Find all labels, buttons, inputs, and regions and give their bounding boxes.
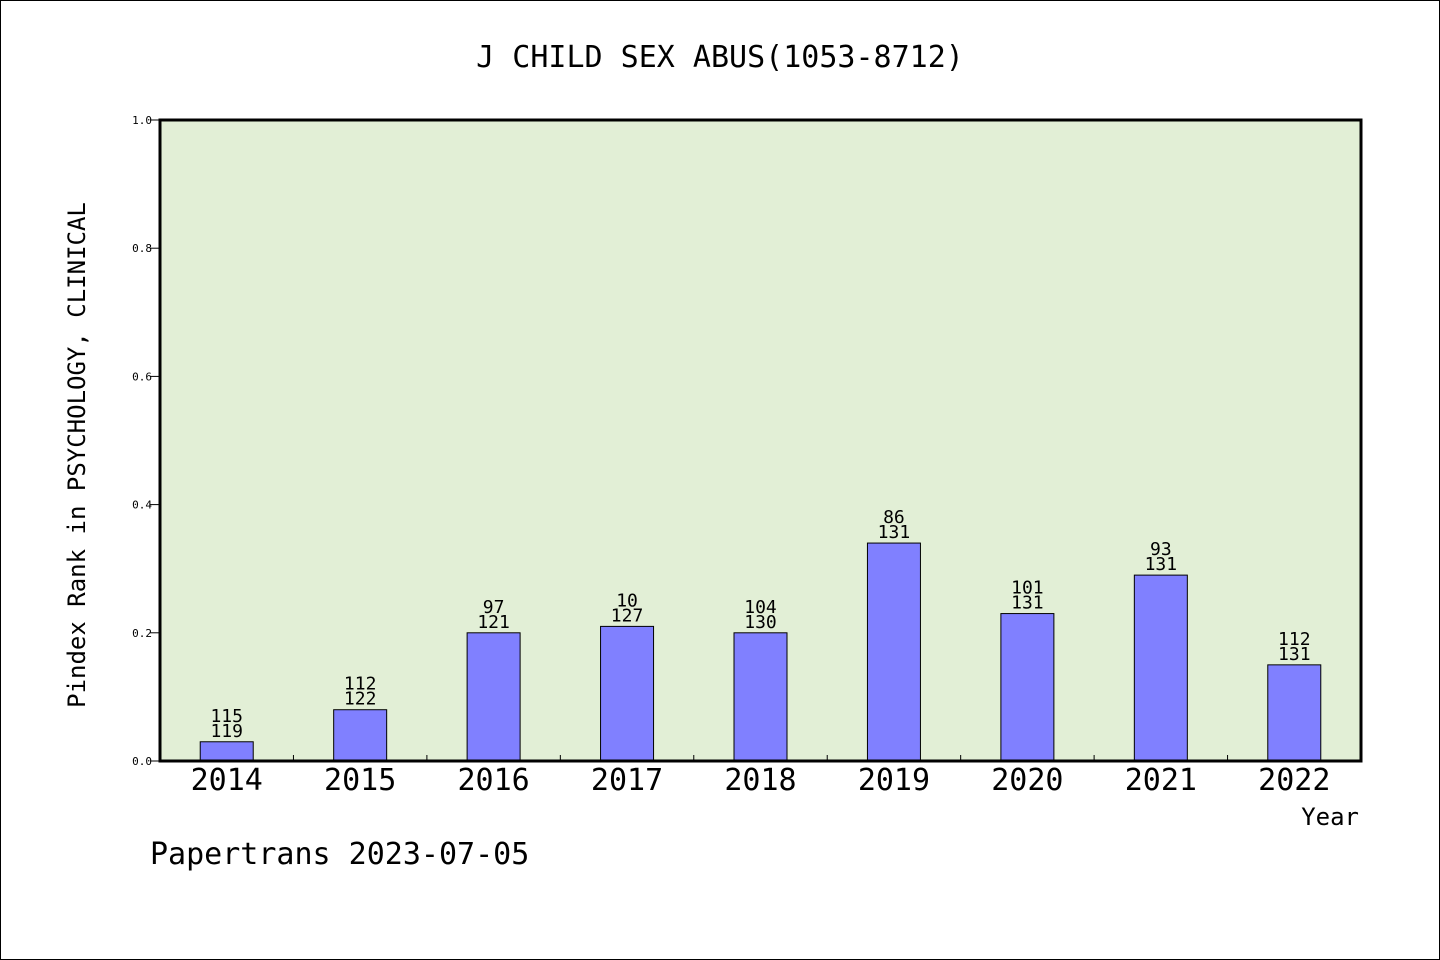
y-tick-label: 0.4 [132, 499, 152, 512]
x-tick-label: 2015 [324, 763, 396, 798]
bar-total-label: 121 [477, 612, 510, 633]
bar-total-label: 122 [344, 689, 377, 710]
bar-rank-label: 93 [1150, 539, 1172, 560]
bar-2016 [466, 632, 521, 762]
x-tick-label: 2021 [1125, 763, 1197, 798]
bar-rank-label: 10 [616, 590, 638, 611]
y-axis-ticks: 0.0 0.2 0.4 0.6 0.8 1.0 [132, 114, 160, 768]
y-tick-label: 0.2 [132, 627, 152, 640]
bar-total-label: 127 [611, 605, 644, 626]
bar-2022 [1267, 664, 1322, 762]
bar-total-label: 131 [1145, 554, 1178, 575]
bar-2021 [1133, 574, 1188, 762]
bar-rank-label: 115 [210, 706, 243, 727]
x-axis-ticks: 2014 2015 2016 2017 2018 2019 2020 2021 2022 [191, 755, 1330, 798]
x-tick-label: 2019 [858, 763, 930, 798]
bar-total-label: 131 [878, 522, 911, 543]
bar-total-label: 130 [744, 612, 777, 633]
bar-total-label: 119 [210, 721, 243, 742]
y-tick-label: 0.6 [132, 370, 152, 383]
bar-rank-label: 86 [883, 507, 905, 528]
bar-rank-label: 101 [1011, 578, 1044, 599]
plot-border [158, 118, 1363, 763]
x-tick-label: 2022 [1258, 763, 1330, 798]
bar-2018 [733, 632, 788, 762]
y-tick-label: 1.0 [132, 114, 152, 127]
y-axis-label: Pindex Rank in PSYCHOLOGY, CLINICAL [63, 202, 91, 708]
x-tick-label: 2016 [457, 763, 529, 798]
bar-2020 [1000, 613, 1055, 762]
chart-title: J CHILD SEX ABUS(1053-8712) [476, 40, 964, 75]
bar-total-label: 131 [1011, 593, 1044, 614]
y-tick-label: 0.0 [132, 755, 152, 768]
bar-2015 [333, 709, 388, 762]
x-tick-label: 2014 [191, 763, 263, 798]
bar-2019 [866, 542, 921, 762]
bar-rank-label: 97 [483, 597, 505, 618]
bar-2017 [600, 625, 655, 762]
bar-2014 [199, 741, 254, 762]
x-tick-label: 2018 [724, 763, 796, 798]
x-axis-label: Year [1301, 803, 1359, 831]
bar-rank-label: 112 [344, 674, 377, 695]
bar-rank-label: 112 [1278, 629, 1311, 650]
bar-total-label: 131 [1278, 644, 1311, 665]
y-tick-label: 0.8 [132, 242, 152, 255]
x-tick-label: 2017 [591, 763, 663, 798]
bar-rank-label: 104 [744, 597, 777, 618]
x-tick-label: 2020 [991, 763, 1063, 798]
footer-credit: Papertrans 2023-07-05 [150, 837, 529, 872]
bars-group [199, 542, 1322, 762]
